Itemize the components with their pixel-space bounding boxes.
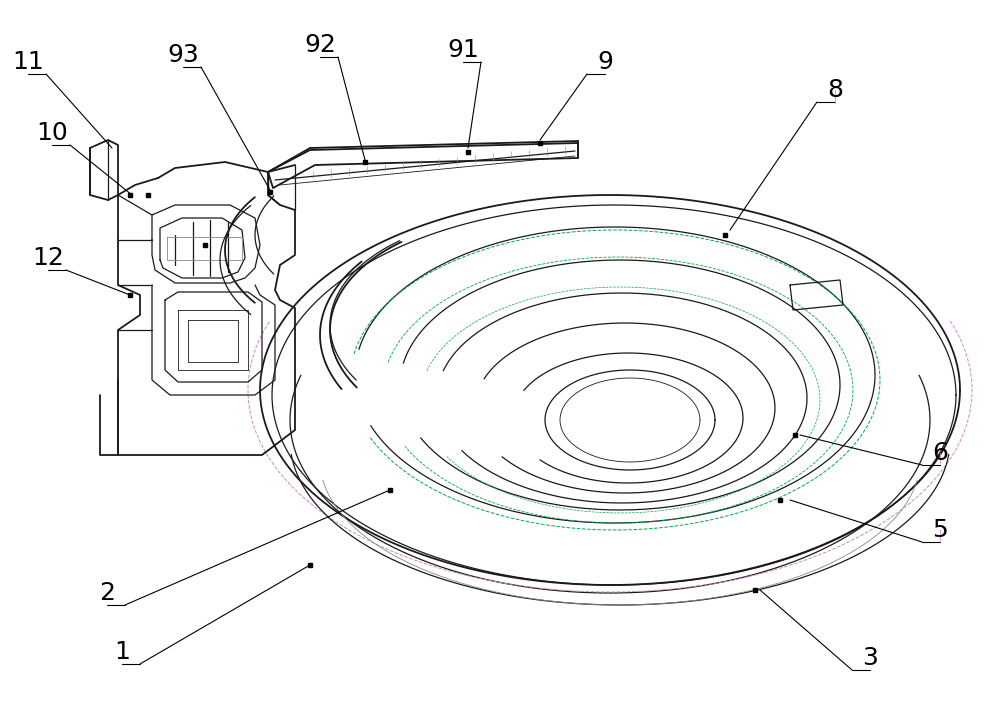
Text: 8: 8 xyxy=(827,78,843,102)
Text: 2: 2 xyxy=(99,581,115,605)
Text: 12: 12 xyxy=(32,246,64,270)
Text: 91: 91 xyxy=(447,38,479,62)
Text: 9: 9 xyxy=(597,50,613,74)
Text: 1: 1 xyxy=(114,640,130,664)
Text: 10: 10 xyxy=(36,121,68,145)
Text: 3: 3 xyxy=(862,646,878,670)
Text: 93: 93 xyxy=(167,43,199,67)
Text: 11: 11 xyxy=(12,50,44,74)
Text: 92: 92 xyxy=(304,33,336,57)
Text: 6: 6 xyxy=(932,441,948,465)
Text: 5: 5 xyxy=(932,518,948,542)
